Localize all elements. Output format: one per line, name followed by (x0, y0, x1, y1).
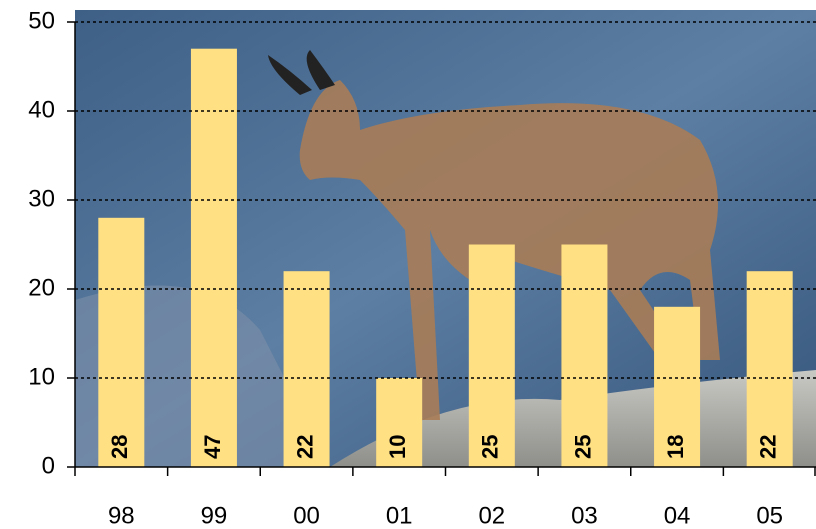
y-tick-label: 0 (42, 452, 55, 479)
bar (561, 244, 608, 467)
bar (98, 217, 145, 467)
y-tick-label: 40 (28, 96, 55, 123)
x-tick-label: 05 (756, 502, 783, 529)
x-tick-label: 04 (664, 502, 691, 529)
y-tick-label: 50 (28, 7, 55, 34)
value-label: 47 (200, 435, 225, 459)
value-label: 28 (107, 435, 132, 459)
x-tick-label: 00 (293, 502, 320, 529)
y-tick-label: 10 (28, 363, 55, 390)
bar (746, 271, 793, 467)
x-tick-label: 98 (108, 502, 135, 529)
value-label: 22 (292, 435, 317, 459)
value-label: 18 (663, 435, 688, 459)
bar (376, 378, 423, 467)
bar (654, 306, 701, 467)
value-label: 22 (756, 435, 781, 459)
value-label: 10 (385, 435, 410, 459)
background-photo (75, 10, 816, 467)
x-tick-label: 03 (571, 502, 598, 529)
value-label: 25 (478, 435, 503, 459)
x-tick-label: 02 (478, 502, 505, 529)
bar (468, 244, 515, 467)
bar (283, 271, 330, 467)
x-tick-label: 01 (386, 502, 413, 529)
bar (190, 48, 237, 467)
value-label: 25 (570, 435, 595, 459)
x-tick-label: 99 (201, 502, 228, 529)
y-tick-label: 20 (28, 274, 55, 301)
y-tick-label: 30 (28, 185, 55, 212)
